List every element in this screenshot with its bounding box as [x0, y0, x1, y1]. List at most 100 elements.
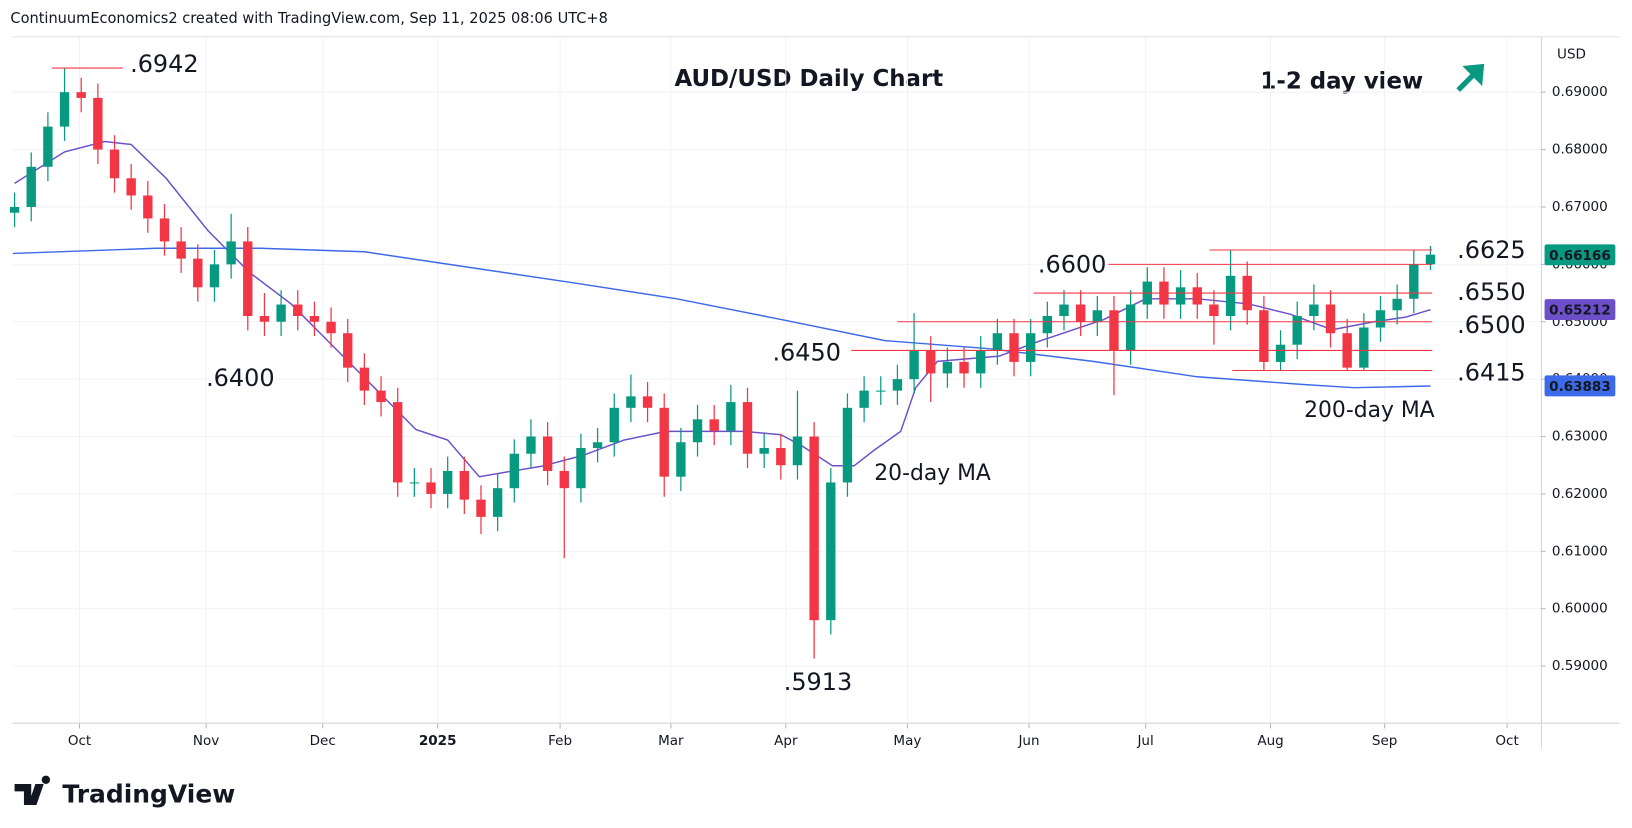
candle-body	[659, 407, 669, 477]
candle-body	[243, 241, 253, 317]
candle-body	[959, 361, 969, 374]
candle-body	[1309, 304, 1319, 317]
candle-body	[1192, 287, 1202, 305]
candle-body	[1392, 298, 1402, 311]
candle-body	[476, 499, 486, 517]
candle-body	[626, 396, 636, 408]
candle-body	[792, 436, 803, 466]
candle-body	[1092, 310, 1102, 322]
candle-body	[592, 442, 603, 449]
candle-body	[309, 316, 320, 322]
candle-body	[1409, 264, 1419, 299]
candle-body	[1075, 304, 1086, 322]
price-tag	[1544, 299, 1616, 321]
level-label: .6625	[1457, 236, 1526, 264]
candle-body	[1009, 333, 1019, 362]
brand: TradingView	[62, 779, 235, 808]
candle-body	[59, 92, 70, 127]
level-label: .6550	[1457, 278, 1526, 306]
candle-body	[526, 436, 536, 454]
candle-body	[76, 92, 86, 98]
candle-body	[409, 482, 420, 484]
candle-body	[842, 407, 853, 483]
candle-body	[43, 126, 53, 167]
candle-body	[1125, 304, 1136, 351]
candle-body	[326, 321, 336, 334]
candle-body	[126, 178, 136, 196]
y-tick-label: 0.60000	[1552, 601, 1608, 617]
x-tick-label: Feb	[548, 733, 572, 749]
price-tag-label: 0.63883	[1549, 379, 1611, 395]
candle-body	[542, 436, 553, 471]
candle-body	[9, 206, 20, 213]
x-tick-label: Oct	[68, 733, 91, 749]
candle-body	[159, 218, 170, 242]
candle-body	[459, 470, 470, 500]
candle-body	[826, 482, 836, 621]
candle-body	[859, 390, 869, 408]
tradingview-logo: TradingView	[14, 775, 235, 809]
candle-body	[143, 195, 153, 219]
x-tick-label: Aug	[1257, 733, 1283, 749]
y-tick-label: 0.68000	[1552, 142, 1608, 158]
y-tick-label: 0.62000	[1552, 486, 1608, 502]
level-label: .5913	[784, 668, 853, 696]
candle-body	[1175, 287, 1186, 305]
candle-body	[1375, 310, 1386, 328]
candle-body	[492, 488, 503, 517]
candle-body	[1425, 254, 1436, 265]
candle-body	[809, 436, 819, 621]
candle-body	[609, 407, 619, 443]
level-label: .6500	[1457, 311, 1526, 339]
level-label: .6942	[130, 50, 199, 78]
candle-body	[1325, 304, 1336, 334]
candle-body	[442, 470, 453, 494]
ma-line	[14, 140, 1431, 478]
candle-body	[1059, 304, 1069, 317]
candle-body	[742, 402, 753, 454]
ma-line	[12, 247, 1431, 389]
view-arrow	[1456, 63, 1485, 92]
x-tick-label: Jun	[1017, 733, 1039, 749]
ma-label: 20-day MA	[874, 461, 991, 486]
y-tick-label: 0.67000	[1552, 199, 1608, 215]
level-label: .6600	[1038, 250, 1107, 278]
x-tick-label: Jul	[1136, 733, 1153, 749]
candle-body	[909, 350, 919, 380]
candle-body	[692, 419, 703, 443]
ma-label: 200-day MA	[1304, 398, 1435, 423]
x-tick-label: 2025	[419, 733, 457, 749]
candle-body	[343, 333, 353, 368]
candle-body	[93, 97, 103, 150]
candle-body	[1259, 310, 1269, 362]
candle-body	[226, 241, 236, 265]
candle-body	[876, 390, 886, 392]
candle-body	[276, 304, 286, 322]
candle-body	[559, 470, 569, 489]
x-tick-label: May	[893, 733, 921, 749]
candle-body	[1359, 327, 1369, 368]
x-tick-label: Dec	[310, 733, 336, 749]
candle-body	[193, 258, 203, 288]
view-label: 1-2 day view	[1260, 68, 1423, 94]
candle-body	[293, 304, 303, 317]
level-label: .6400	[206, 364, 275, 392]
candle-body	[259, 316, 270, 322]
chart-title: AUD/USD Daily Chart	[674, 66, 943, 92]
price-tag	[1544, 375, 1616, 397]
candle-body	[642, 396, 653, 408]
candle-body	[942, 361, 953, 374]
x-tick-label: Oct	[1495, 733, 1518, 749]
candle-body	[759, 448, 769, 454]
candle-body	[109, 149, 120, 179]
x-tick-label: Sep	[1372, 733, 1397, 749]
y-tick-label: 0.69000	[1552, 84, 1608, 100]
candle-body	[726, 402, 736, 431]
candle-body	[176, 241, 186, 259]
candle-body	[509, 453, 519, 489]
candle-body	[1026, 333, 1036, 362]
price-tag-label: 0.66166	[1549, 248, 1611, 264]
y-tick-label: 0.59000	[1552, 658, 1608, 674]
candle-body	[1225, 275, 1236, 317]
